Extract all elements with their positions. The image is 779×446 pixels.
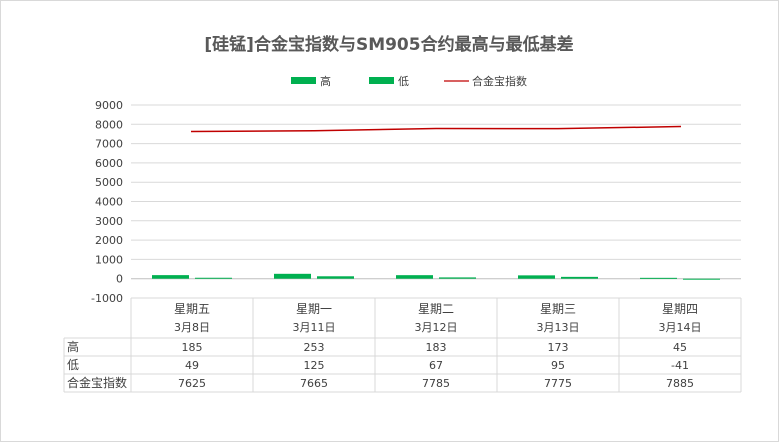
bar-高 — [152, 275, 189, 279]
y-tick-label: 5000 — [95, 176, 123, 189]
category-date-label: 3月11日 — [293, 321, 336, 334]
legend-label-2: 合金宝指数 — [472, 74, 527, 88]
bar-高 — [274, 273, 311, 279]
bar-低 — [195, 277, 232, 279]
legend-label-0: 高 — [320, 74, 331, 88]
table-cell: 95 — [551, 359, 565, 372]
y-tick-label: 9000 — [95, 99, 123, 112]
y-tick-label: -1000 — [91, 292, 123, 305]
legend-swatch-1 — [369, 77, 394, 84]
table-cell: 7885 — [666, 377, 694, 390]
table-cell: 49 — [185, 359, 199, 372]
table-cell: 173 — [548, 341, 569, 354]
table-row-header: 合金宝指数 — [67, 375, 127, 390]
series-line-合金宝指数 — [190, 125, 682, 133]
bar-高 — [640, 277, 677, 279]
category-date-label: 3月12日 — [415, 321, 458, 334]
table-cell: 125 — [304, 359, 325, 372]
category-label: 星期四 — [662, 302, 698, 316]
table-cell: -41 — [671, 359, 689, 372]
table-cell: 7785 — [422, 377, 450, 390]
y-tick-label: 2000 — [95, 234, 123, 247]
category-date-label: 3月14日 — [659, 321, 702, 334]
table-cell: 183 — [426, 341, 447, 354]
table-cell: 7625 — [178, 377, 206, 390]
table-row-header: 低 — [67, 358, 79, 372]
category-date-label: 3月8日 — [174, 321, 210, 334]
y-tick-label: 7000 — [95, 138, 123, 151]
y-tick-label: 3000 — [95, 215, 123, 228]
bar-高 — [518, 275, 555, 279]
table-cell: 185 — [182, 341, 203, 354]
chart-title: [硅锰]合金宝指数与SM905合约最高与最低基差 — [204, 34, 573, 55]
bar-高 — [396, 275, 433, 279]
table-cell: 7665 — [300, 377, 328, 390]
legend-swatch-0 — [291, 77, 316, 84]
table-row-header: 高 — [67, 339, 79, 354]
table-cell: 45 — [673, 341, 687, 354]
table-cell: 67 — [429, 359, 443, 372]
table-cell: 253 — [304, 341, 325, 354]
y-tick-label: 8000 — [95, 118, 123, 131]
bar-低 — [683, 278, 720, 280]
category-label: 星期二 — [418, 302, 454, 316]
category-date-label: 3月13日 — [537, 321, 580, 334]
legend-label-1: 低 — [398, 75, 409, 88]
category-label: 星期三 — [540, 302, 576, 316]
y-tick-label: 4000 — [95, 196, 123, 209]
category-label: 星期五 — [174, 302, 210, 316]
bar-低 — [317, 276, 354, 279]
y-tick-label: 6000 — [95, 157, 123, 170]
bar-低 — [439, 277, 476, 279]
bar-低 — [561, 276, 598, 279]
y-tick-label: 0 — [116, 273, 123, 286]
category-label: 星期一 — [296, 302, 332, 316]
table-cell: 7775 — [544, 377, 572, 390]
y-tick-label: 1000 — [95, 253, 123, 266]
